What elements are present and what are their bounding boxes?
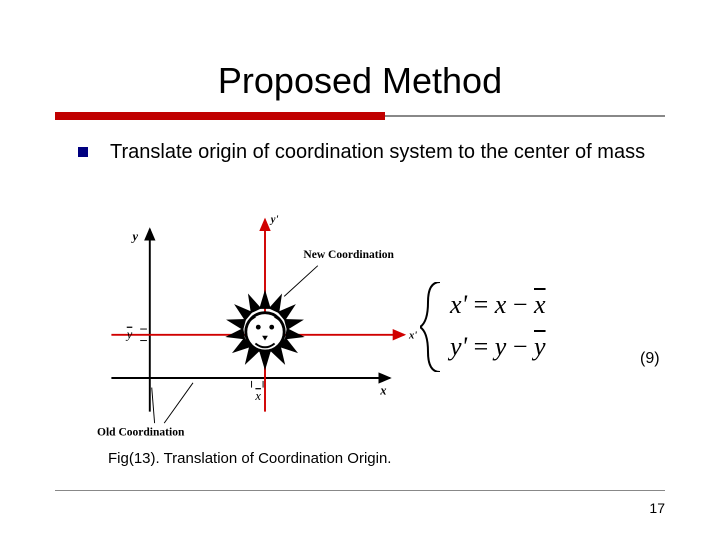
slide: Proposed Method Translate origin of coor… [0, 0, 720, 540]
slide-title: Proposed Method [0, 60, 720, 102]
title-underline [55, 112, 665, 122]
brace-icon [420, 282, 450, 372]
page-number: 17 [649, 500, 665, 516]
equation-line-1: x' = x − x [450, 290, 546, 320]
underline-gray-segment [385, 115, 665, 117]
footer-divider [55, 490, 665, 491]
equation-number: (9) [640, 350, 660, 368]
bullet-marker-icon [78, 147, 88, 157]
xbar-label: x [254, 389, 261, 403]
equation-line-2: y' = y − y [450, 332, 546, 362]
figure-svg: x y x' y' x y New Coordination Old Coord… [85, 210, 445, 450]
lion-emblem-icon [224, 290, 305, 371]
callout-line-new [284, 266, 318, 297]
figure-caption: Fig(13). Translation of Coordination Ori… [108, 450, 391, 467]
new-coord-callout: New Coordination [303, 249, 394, 261]
underline-red-segment [55, 112, 385, 120]
old-x-label: x [379, 383, 386, 397]
callout-line-old-2 [164, 383, 193, 423]
bullet-text: Translate origin of coordination system … [110, 140, 645, 165]
bullet-item: Translate origin of coordination system … [78, 140, 658, 165]
coordination-figure: x y x' y' x y New Coordination Old Coord… [85, 210, 405, 430]
ybar-label: y [125, 328, 133, 342]
new-y-label: y' [269, 214, 279, 225]
callout-line-old-1 [152, 388, 155, 424]
old-y-label: y [131, 230, 139, 244]
new-x-label: x' [408, 331, 417, 342]
old-coord-callout: Old Coordination [97, 427, 185, 439]
